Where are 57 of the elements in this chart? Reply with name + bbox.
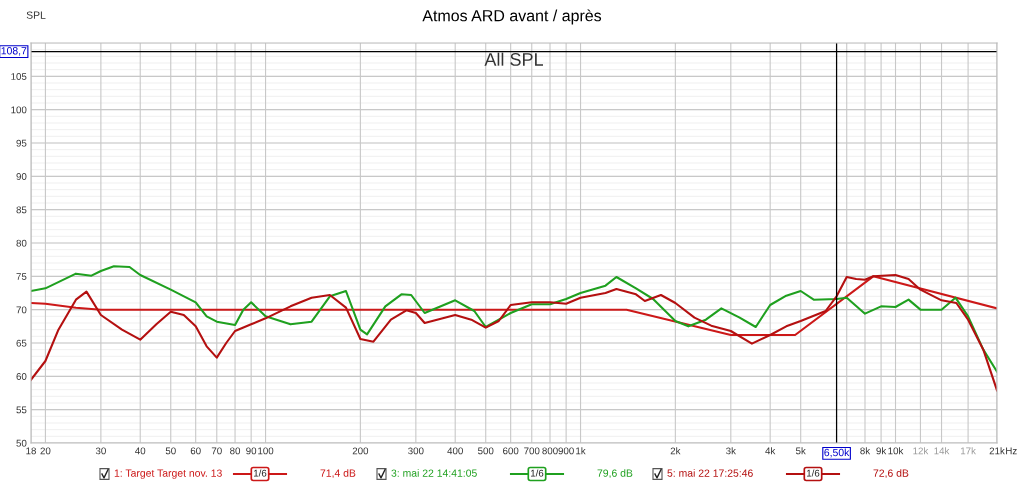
text: 79,6 dB — [597, 469, 633, 479]
text: 72,6 dB — [873, 469, 909, 479]
annotation: All SPL — [484, 52, 543, 66]
ref-line-label: 6,50k — [824, 448, 850, 458]
x-tick-label: 12k — [913, 447, 929, 455]
x-tick-label: 200 — [352, 447, 369, 455]
text: 1/6 — [806, 469, 820, 477]
x-tick-label: 500 — [478, 447, 494, 455]
y-tick-label: 50 — [16, 439, 27, 447]
x-tick-label: 300 — [408, 447, 424, 455]
y-tick-label: 80 — [16, 239, 27, 247]
y-tick-label: 65 — [16, 339, 27, 347]
x-tick-label: 4k — [765, 447, 776, 455]
x-tick-label: 100 — [258, 447, 274, 455]
x-tick-label: 70 — [211, 447, 222, 455]
y-tick-label: 75 — [16, 273, 27, 280]
y-tick-label: 90 — [16, 173, 27, 180]
x-tick-label: 8k — [860, 447, 871, 455]
x-tick-label: 14k — [934, 447, 950, 455]
x-tick-label: 800 — [542, 447, 558, 455]
text: 5: mai 22 17:25:46 — [667, 469, 753, 477]
x-tick-label: 80 — [230, 447, 241, 455]
x-tick-label: 2k — [670, 447, 681, 455]
y-tick-label: 55 — [16, 406, 27, 414]
x-tick-label: 3k — [726, 447, 736, 455]
y-tick-label: 105 — [11, 73, 27, 80]
x-tick-label: 90 — [246, 447, 257, 455]
y-tick-label: 95 — [16, 139, 27, 147]
x-tick-label: 9k — [876, 447, 887, 455]
x-tick-label: 60 — [190, 447, 201, 455]
x-tick-label: 1k — [576, 447, 586, 455]
x-tick-label: 50 — [165, 447, 176, 455]
y-axis-title: SPL — [26, 11, 46, 19]
x-tick-label: 400 — [447, 447, 463, 455]
text: 1/6 — [253, 469, 267, 477]
y-tick-label: 85 — [16, 206, 27, 214]
x-tick-label: 20 — [40, 447, 51, 455]
x-tick-label: 5k — [795, 447, 806, 455]
y-tick-label: 100 — [11, 106, 27, 114]
y-tick-label: 70 — [16, 306, 27, 314]
x-axis-title: Hz — [1006, 447, 1017, 455]
x-tick-label: 21k — [989, 447, 1005, 455]
text: 1/6 — [530, 469, 544, 477]
ref-line-label: 108,7 — [1, 47, 27, 56]
text: 71,4 dB — [320, 469, 356, 479]
x-tick-label: 40 — [135, 447, 146, 455]
x-tick-label: 30 — [95, 447, 106, 455]
x-tick-label: 600 — [503, 447, 519, 455]
chart-title: Atmos ARD avant / après — [422, 9, 602, 25]
x-tick-label: 10k — [888, 447, 904, 455]
text: 1: Target Target nov. 13 — [114, 469, 222, 479]
x-tick-label: 700 — [524, 447, 540, 455]
text: 3: mai 22 14:41:05 — [391, 469, 477, 477]
x-tick-label: 17k — [961, 447, 976, 455]
x-tick-label: 900 — [558, 447, 574, 455]
x-tick-label: 18 — [26, 447, 36, 455]
y-tick-label: 60 — [16, 373, 27, 380]
